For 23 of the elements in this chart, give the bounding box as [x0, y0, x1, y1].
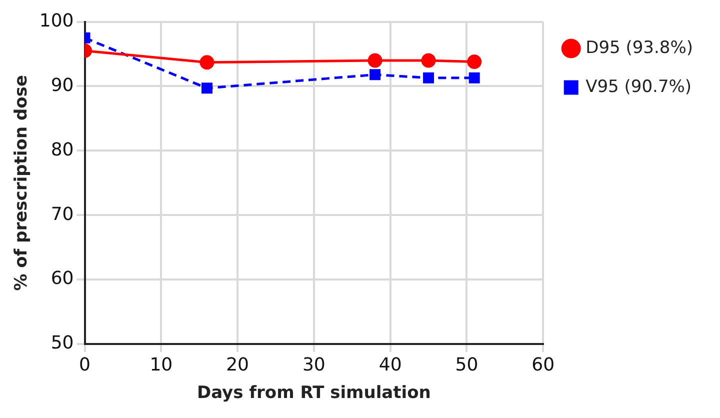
- y-tick-label: 90: [50, 74, 74, 96]
- point: [368, 53, 382, 68]
- x-tick-label: 50: [455, 354, 478, 376]
- point: [423, 72, 434, 84]
- y-tick-label: 50: [50, 332, 74, 354]
- legend-label: D95 (93.8%): [586, 38, 694, 58]
- y-axis-title: % of prescription dose: [12, 75, 32, 291]
- point: [421, 53, 436, 68]
- x-tick-label: 20: [226, 354, 249, 376]
- x-axis-title: Days from RT simulation: [196, 383, 431, 404]
- point: [467, 54, 482, 70]
- y-tick-label: 80: [50, 139, 74, 160]
- y-tick-label: 60: [50, 268, 74, 290]
- point: [468, 72, 480, 84]
- x-tick-label: 10: [150, 354, 173, 376]
- x-tick-label: 60: [532, 354, 555, 376]
- legend-label: V95 (90.7%): [586, 76, 692, 97]
- y-tick-label: 70: [50, 204, 74, 225]
- y-tick-label: 100: [39, 10, 74, 32]
- x-tick-label: 30: [302, 354, 326, 376]
- x-tick-label: 0: [79, 354, 90, 376]
- point: [370, 69, 381, 80]
- x-tick-label: 40: [378, 354, 402, 376]
